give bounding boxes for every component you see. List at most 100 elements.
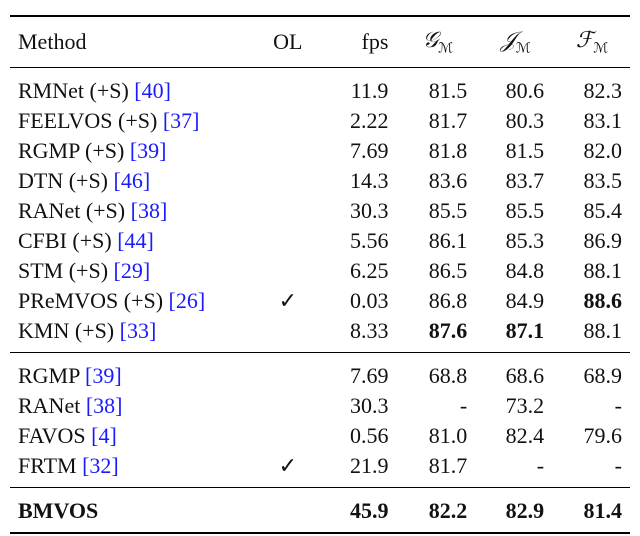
citation: [37] (162, 108, 200, 133)
method-name: FRTM (18, 453, 77, 478)
method-cell: FAVOS [4] (10, 421, 251, 451)
metric-cell: 83.1 (583, 108, 623, 133)
method-cell: RANet [38] (10, 391, 251, 421)
metric-cell: 81.7 (428, 108, 468, 133)
results-table: Method OL fps 𝒢ℳ 𝒥ℳ ℱℳ RMNet (+S) [40] 11… (10, 15, 630, 534)
fps-cell: 0.56 (349, 423, 389, 448)
header-ol: OL (251, 15, 325, 68)
table-row: PReMVOS (+S) [26] ✓ 0.03 86.8 84.9 88.6 (10, 286, 630, 316)
ol-cell (251, 256, 324, 286)
citation: [44] (117, 228, 154, 253)
table-row: FRTM [32] ✓ 21.9 81.7 - - (10, 451, 630, 488)
metric-symbol: ℱ (575, 27, 594, 53)
metric-cell: 81.8 (428, 138, 468, 163)
method-cell: STM (+S) [29] (10, 256, 251, 286)
ol-cell (251, 352, 325, 391)
method-cell: RGMP (+S) [39] (10, 136, 251, 166)
citation: [26] (168, 288, 206, 313)
metric-cell: 85.3 (505, 228, 545, 253)
metric-cell: - (614, 393, 622, 418)
fps-cell: 30.3 (349, 393, 389, 418)
metric-cell: 82.4 (505, 423, 545, 448)
table-body: RMNet (+S) [40] 11.9 81.5 80.6 82.3 FEELVOS (… (10, 68, 630, 534)
fps-cell: 11.9 (350, 78, 389, 103)
ol-check: ✓ (278, 288, 298, 313)
metric-cell: 80.6 (505, 78, 545, 103)
ol-cell (251, 391, 324, 421)
fps-cell: 21.9 (349, 453, 389, 478)
citation: [32] (82, 453, 119, 478)
metric-cell: 68.6 (477, 352, 555, 391)
method-cell: CFBI (+S) [44] (10, 226, 251, 256)
citation: [33] (119, 318, 157, 343)
metric-cell: 68.9 (554, 352, 630, 391)
table-row: RGMP [39] 7.69 68.8 68.6 68.9 (10, 352, 630, 391)
metric-cell: 82.3 (583, 78, 623, 103)
metric-cell: 73.2 (505, 393, 545, 418)
metric-cell: - (536, 453, 545, 478)
metric-cell: 82.9 (477, 487, 555, 534)
header-fps: fps (324, 15, 399, 68)
method-name: DTN (+S) (18, 168, 109, 193)
metric-cell: 81.0 (428, 423, 468, 448)
citation: [40] (134, 78, 171, 103)
ol-cell (251, 316, 324, 353)
metric-cell: 87.6 (428, 318, 468, 343)
method-cell: RMNet (+S) [40] (10, 68, 251, 107)
fps-cell: 6.25 (349, 258, 389, 283)
metric-cell: 81.5 (428, 78, 468, 103)
method-cell: BMVOS (10, 487, 252, 534)
ol-cell (251, 196, 324, 226)
method-cell: FEELVOS (+S) [37] (10, 106, 251, 136)
metric-cell: 85.4 (583, 198, 623, 223)
table-row: FEELVOS (+S) [37] 2.22 81.7 80.3 83.1 (10, 106, 630, 136)
method-name: RMNet (+S) (18, 78, 129, 103)
table-row: BMVOS 45.9 82.2 82.9 81.4 (10, 487, 630, 534)
method-cell: RANet (+S) [38] (10, 196, 251, 226)
method-name: CFBI (+S) (18, 228, 112, 253)
fps-cell: 8.33 (349, 318, 389, 343)
metric-cell: - (459, 393, 468, 418)
header-metric: 𝒥ℳ (477, 15, 555, 68)
ol-cell (251, 421, 324, 451)
ol-cell (251, 68, 324, 107)
metric-cell: 85.5 (505, 198, 545, 223)
ol-cell (251, 136, 324, 166)
citation: [38] (85, 393, 123, 418)
fps-cell: 30.3 (349, 198, 389, 223)
metric-symbol: 𝒥 (500, 27, 516, 53)
metric-sub: ℳ (438, 41, 454, 57)
table-row: DTN (+S) [46] 14.3 83.6 83.7 83.5 (10, 166, 630, 196)
method-name: BMVOS (18, 498, 99, 523)
metric-cell: 79.6 (583, 423, 623, 448)
metric-cell: 80.3 (505, 108, 545, 133)
metric-cell: 84.8 (505, 258, 545, 283)
method-cell: RGMP [39] (10, 352, 252, 391)
table-row: STM (+S) [29] 6.25 86.5 84.8 88.1 (10, 256, 630, 286)
ol-cell: ✓ (251, 451, 324, 488)
method-name: STM (+S) (18, 258, 109, 283)
table-row: RANet (+S) [38] 30.3 85.5 85.5 85.4 (10, 196, 630, 226)
table-row: RMNet (+S) [40] 11.9 81.5 80.6 82.3 (10, 68, 630, 107)
header-row: Method OL fps 𝒢ℳ 𝒥ℳ ℱℳ (10, 15, 630, 68)
citation: [39] (85, 363, 122, 388)
method-cell: DTN (+S) [46] (10, 166, 251, 196)
metric-cell: 83.7 (505, 168, 545, 193)
metric-cell: - (614, 453, 622, 478)
fps-cell: 5.56 (349, 228, 389, 253)
ol-cell: ✓ (251, 286, 324, 316)
citation: [4] (91, 423, 117, 448)
ol-cell (251, 166, 324, 196)
fps-cell: 14.3 (349, 168, 389, 193)
fps-cell: 7.69 (349, 138, 389, 163)
fps-cell: 45.9 (324, 487, 399, 534)
method-name: FAVOS (18, 423, 86, 448)
metric-cell: 88.1 (583, 258, 623, 283)
method-cell: FRTM [32] (10, 451, 251, 488)
metric-cell: 82.0 (583, 138, 623, 163)
ol-check: ✓ (278, 453, 298, 478)
metric-cell: 83.6 (428, 168, 468, 193)
table-row: RGMP (+S) [39] 7.69 81.8 81.5 82.0 (10, 136, 630, 166)
citation: [38] (130, 198, 168, 223)
